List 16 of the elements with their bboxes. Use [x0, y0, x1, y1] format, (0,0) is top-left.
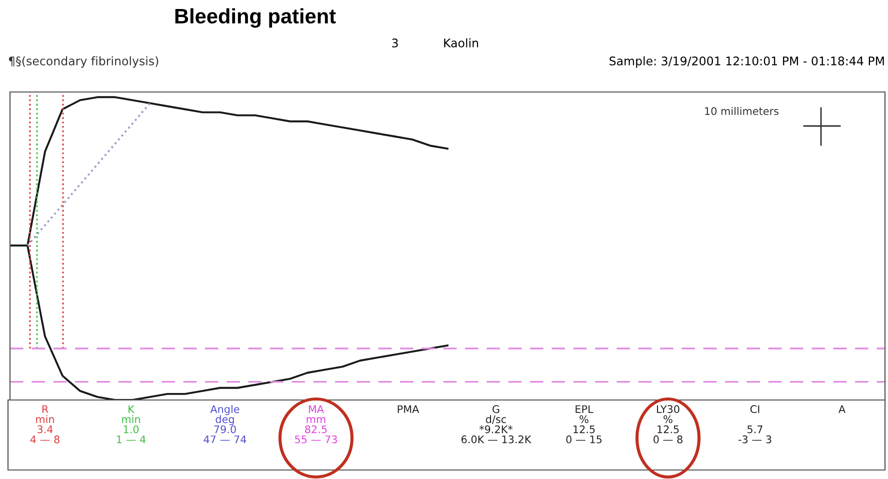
- annotation: 10 millimeters: [705, 106, 778, 116]
- text: EPL % 12.5 0 — 15: [566, 405, 602, 444]
- text: MA mm 82.5 55 — 73: [295, 405, 337, 444]
- text: 3: [392, 38, 398, 48]
- text: Sample: 3/19/2001 12:10:01 PM - 01:18:44 PM: [610, 56, 884, 68]
- text: Angle deg 79.0 47 — 74: [204, 405, 246, 444]
- chart-subtitle: ¶§(secondary fibrinolysis): [8, 56, 158, 68]
- text: K min 1.0 1 — 4: [117, 405, 146, 444]
- text: PMA: [398, 405, 420, 413]
- chart-title: Bleeding patient: [175, 8, 336, 28]
- text: LY30 % 12.5 0 — 8: [654, 405, 682, 444]
- text: Kaolin: [444, 38, 478, 48]
- text: CI 5.7 -3 — 3: [738, 405, 772, 444]
- text: A: [838, 405, 846, 413]
- text: G d/sc *9.2K* 6.0K — 13.2K: [462, 405, 532, 444]
- text: R min 3.4 4 — 8: [30, 405, 60, 444]
